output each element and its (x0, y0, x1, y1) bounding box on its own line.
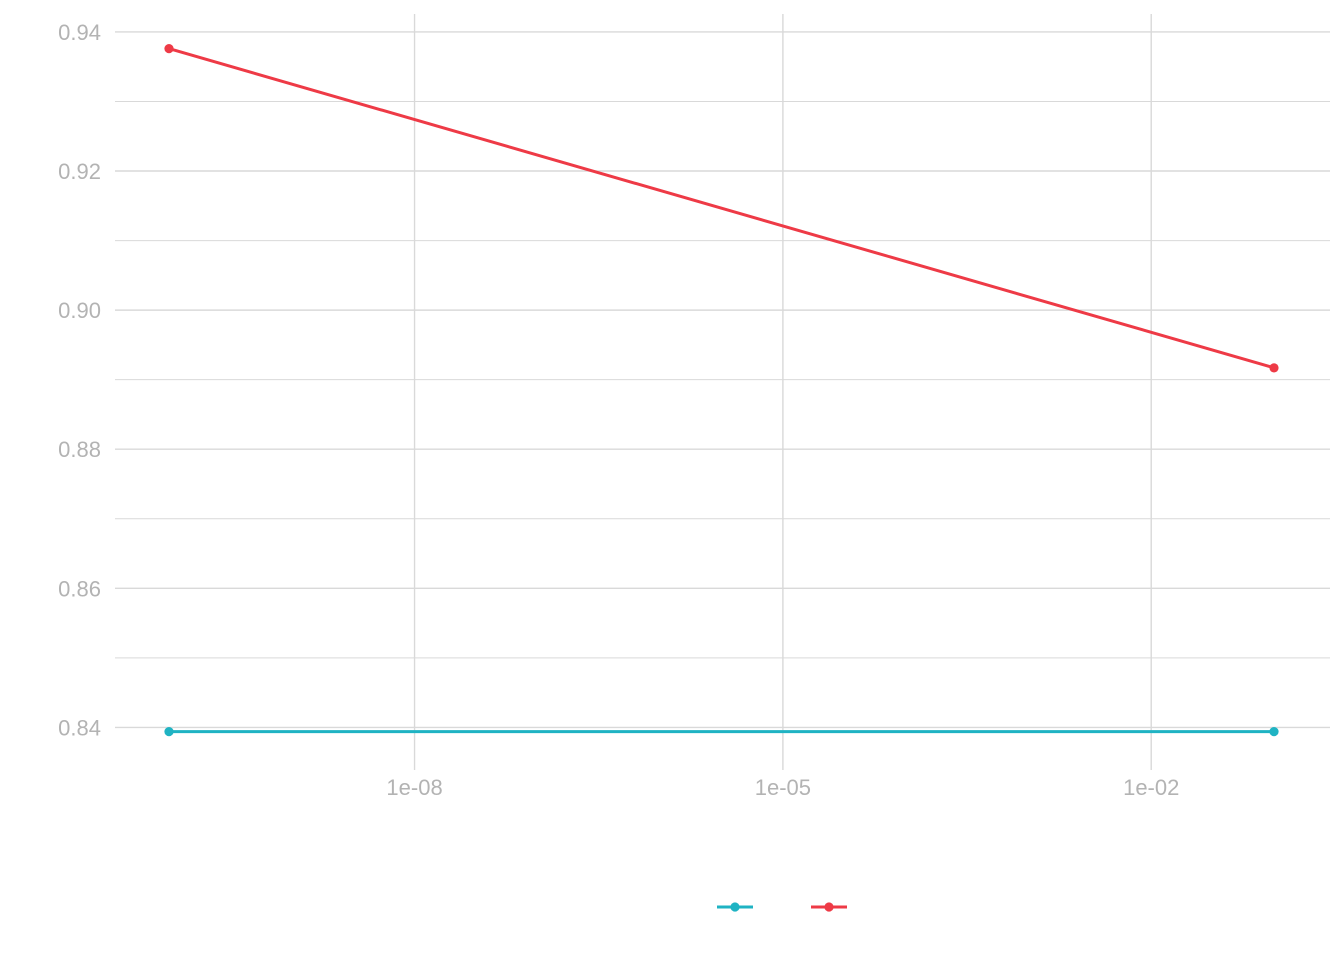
x-tick-label: 1e-05 (755, 775, 811, 800)
y-tick-label: 0.94 (58, 20, 101, 45)
y-tick-label: 0.84 (58, 715, 101, 740)
legend (717, 902, 847, 912)
series-2-point (164, 44, 174, 54)
y-tick-label: 0.90 (58, 298, 101, 323)
series-2-point (1269, 363, 1279, 373)
y-axis: 0.84 0.86 0.88 0.90 0.92 0.94 (58, 20, 101, 741)
y-tick-label: 0.86 (58, 576, 101, 601)
x-tick-label: 1e-02 (1123, 775, 1179, 800)
series-layer (164, 44, 1279, 737)
series-2-line (168, 47, 1275, 370)
y-tick-label: 0.88 (58, 437, 101, 462)
x-tick-label: 1e-08 (386, 775, 442, 800)
legend-key-2-point (824, 902, 834, 912)
grid (115, 14, 1330, 770)
x-axis: 1e-08 1e-05 1e-02 (386, 775, 1179, 800)
legend-key-1-point (730, 902, 740, 912)
series-1-point (1269, 727, 1279, 737)
y-tick-label: 0.92 (58, 159, 101, 184)
series-1-point (164, 727, 174, 737)
